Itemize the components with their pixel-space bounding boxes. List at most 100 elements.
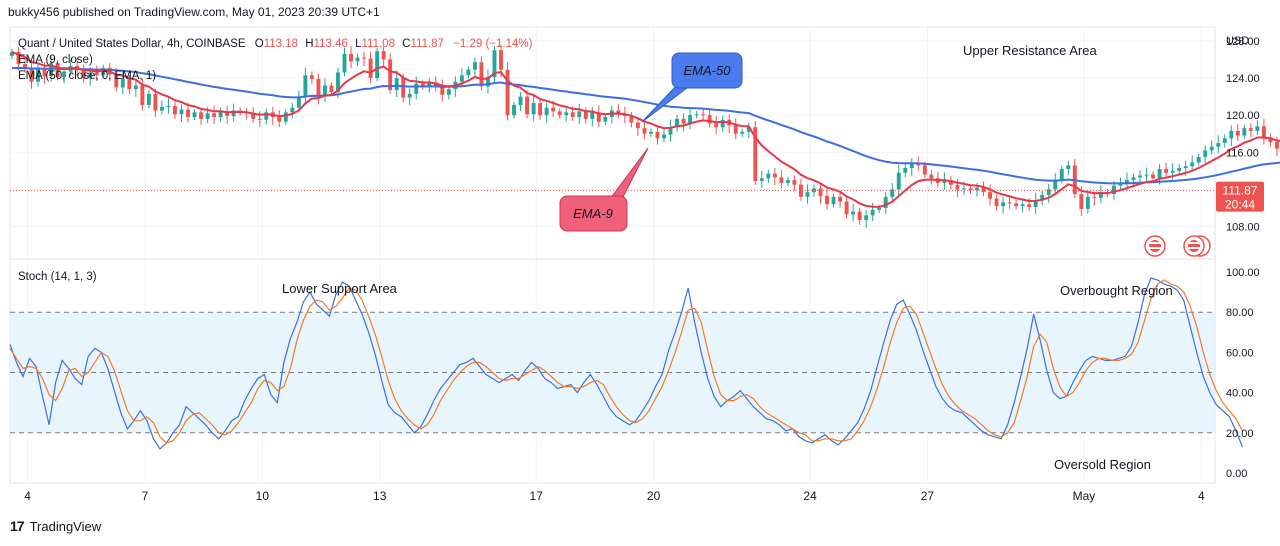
candle-body — [1118, 183, 1123, 186]
candle-body — [968, 188, 973, 191]
candle-body — [1190, 162, 1195, 167]
candle-body — [1111, 185, 1116, 195]
candle-body — [329, 85, 334, 92]
candle-body — [127, 78, 132, 90]
candle-body — [1033, 200, 1038, 208]
candle-body — [251, 113, 256, 119]
candle-body — [1144, 174, 1149, 176]
stoch-legend[interactable]: Stoch (14, 1, 3) — [18, 271, 97, 283]
close-label: C — [402, 38, 410, 50]
us-flag-stack-icon[interactable] — [1183, 235, 1211, 257]
candle-body — [1157, 168, 1162, 179]
candle-body — [62, 71, 67, 78]
ema9-callout-text: EMA-9 — [573, 206, 613, 221]
candle-body — [49, 63, 54, 77]
time-tick-label: 27 — [921, 489, 935, 503]
ema9-line — [11, 51, 1280, 208]
tradingview-logo-icon[interactable]: 17 — [10, 518, 25, 534]
open-label: O — [255, 38, 264, 50]
candle-body — [870, 209, 875, 216]
stoch-band — [10, 311, 1215, 434]
candle-body — [427, 82, 432, 87]
candle-body — [681, 118, 686, 124]
candle-body — [173, 105, 177, 115]
candle-body — [525, 96, 530, 115]
candle-body — [88, 72, 93, 79]
candle-body — [877, 207, 882, 210]
candle-body — [518, 96, 523, 105]
ema9-legend[interactable]: EMA (9, close) — [18, 54, 93, 66]
candle-body — [994, 198, 999, 207]
candle-body — [1242, 128, 1247, 136]
candle-body — [309, 75, 314, 79]
candle-body — [772, 173, 777, 178]
candle-body — [440, 87, 445, 95]
candle-body — [1066, 165, 1071, 169]
ema9-callout-box — [559, 195, 628, 232]
stoch-tick-label: 0.00 — [1226, 468, 1247, 480]
price-tick-label: 124.00 — [1226, 73, 1260, 85]
stoch-k-line — [9, 277, 1243, 450]
candle-body — [1053, 180, 1058, 190]
candle-body — [277, 117, 282, 122]
candle-body — [133, 85, 138, 90]
candle-body — [257, 118, 262, 120]
change-value: −1.29 (−1.14%) — [453, 38, 532, 50]
candle-body — [890, 189, 895, 197]
footer-brand[interactable]: TradingView — [29, 518, 102, 534]
candle-body — [179, 109, 184, 115]
candle-body — [714, 123, 719, 128]
candle-body — [290, 107, 295, 113]
candle-body — [1151, 174, 1156, 179]
candle-body — [1216, 143, 1221, 147]
us-flag-icon[interactable] — [1144, 235, 1166, 257]
candle-body — [649, 131, 653, 134]
candle-body — [812, 188, 816, 193]
stoch-tick-label: 60.00 — [1226, 347, 1254, 359]
oversold-label: Oversold Region — [1054, 457, 1151, 472]
candle-body — [1170, 170, 1175, 173]
candle-body — [466, 69, 471, 76]
stoch-tick-label: 20.00 — [1226, 428, 1254, 440]
ema9-callout: EMA-9 — [559, 147, 649, 232]
candle-body — [1222, 138, 1227, 143]
candle-body — [1248, 128, 1253, 131]
candle-body — [446, 89, 451, 95]
candle-body — [981, 187, 986, 193]
candle-body — [1196, 156, 1201, 163]
candle-body — [903, 168, 908, 173]
candle-body — [746, 127, 751, 132]
candle-body — [381, 51, 386, 60]
candle-body — [831, 196, 836, 205]
candle-body — [166, 105, 171, 107]
candle-body — [557, 111, 562, 116]
candle-body — [792, 180, 797, 185]
candle-body — [1183, 166, 1188, 169]
candle-body — [838, 196, 843, 202]
candle-body — [472, 62, 477, 70]
candle-body — [740, 131, 745, 134]
candle-body — [114, 74, 119, 88]
candle-body — [1079, 194, 1084, 209]
candle-body — [733, 125, 738, 134]
time-axis[interactable]: 4 7 10 13 17 20 24 27 May 4 — [24, 489, 1205, 503]
candle-body — [975, 187, 979, 191]
candle-body — [635, 122, 640, 129]
candle-body — [962, 188, 966, 190]
candle-body — [668, 127, 673, 135]
candle-body — [349, 53, 353, 62]
candle-body — [629, 116, 634, 123]
candle-body — [922, 165, 927, 175]
candle-body — [1131, 177, 1136, 181]
stoch-lines — [9, 277, 1243, 450]
candle-body — [1138, 175, 1142, 178]
candle-body — [264, 112, 269, 120]
candle-body — [1059, 168, 1064, 181]
low-label: L — [355, 38, 362, 50]
bar-countdown: 20:44 — [1225, 198, 1255, 212]
ema50-legend[interactable]: EMA (50, close, 0, EMA, 1) — [18, 70, 156, 82]
stoch-axis[interactable]: 0.00 20.00 40.00 60.00 80.00 100.00 — [1226, 267, 1260, 480]
candle-body — [362, 57, 367, 59]
